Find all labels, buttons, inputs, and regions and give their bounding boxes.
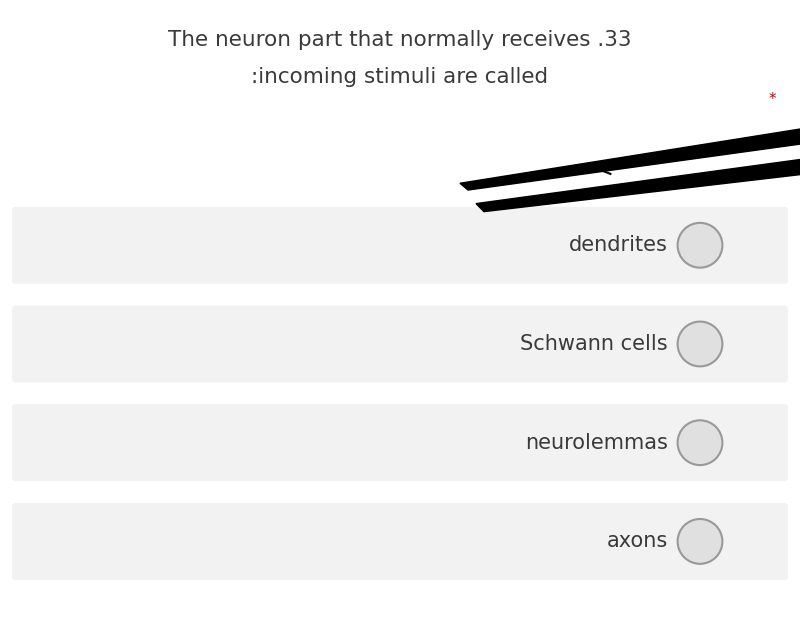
FancyBboxPatch shape [12, 404, 788, 481]
Text: dendrites: dendrites [569, 235, 668, 255]
FancyBboxPatch shape [12, 305, 788, 383]
Polygon shape [476, 157, 800, 212]
Text: The neuron part that normally receives .33: The neuron part that normally receives .… [168, 30, 632, 50]
FancyBboxPatch shape [12, 207, 788, 284]
Ellipse shape [678, 420, 722, 465]
Ellipse shape [678, 321, 722, 366]
Text: Schwann cells: Schwann cells [520, 334, 668, 354]
Text: neurolemmas: neurolemmas [525, 433, 668, 453]
FancyBboxPatch shape [12, 503, 788, 580]
Text: *: * [768, 93, 776, 107]
Polygon shape [460, 126, 800, 190]
Text: :incoming stimuli are called: :incoming stimuli are called [251, 67, 549, 87]
Ellipse shape [678, 223, 722, 268]
Ellipse shape [678, 519, 722, 564]
Text: axons: axons [606, 531, 668, 552]
